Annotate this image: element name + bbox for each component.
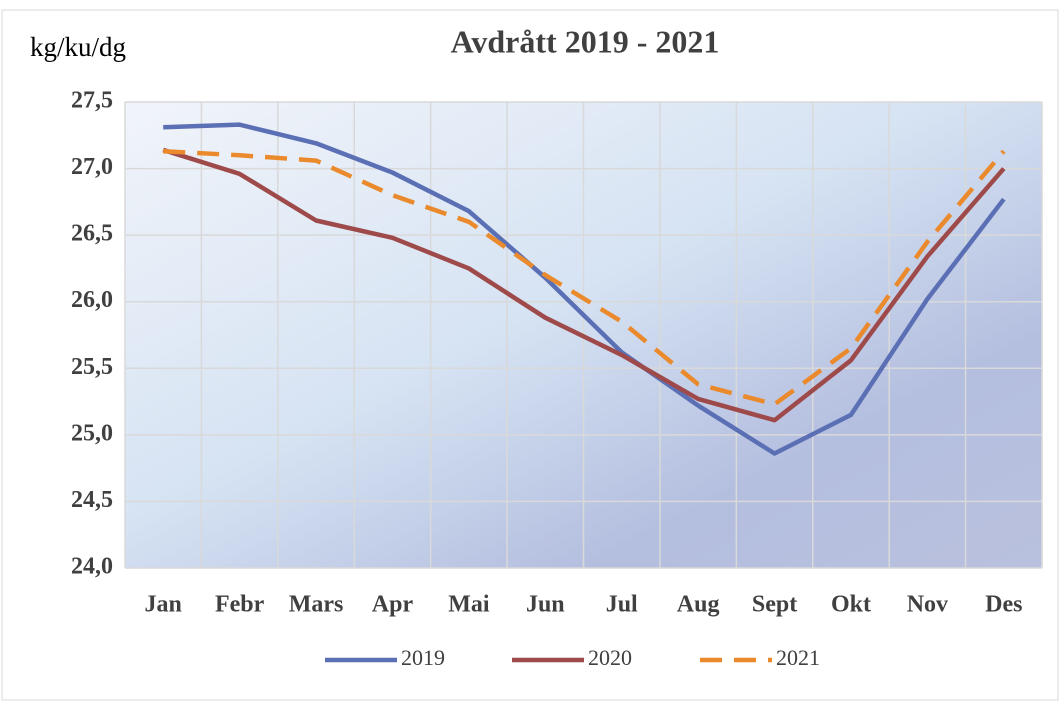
legend-label: 2021 xyxy=(776,645,820,670)
x-tick-label: Jul xyxy=(606,592,638,618)
chart-title: Avdrått 2019 - 2021 xyxy=(451,23,720,59)
x-tick-label: Febr xyxy=(215,592,265,618)
x-tick-label: Mars xyxy=(289,592,344,618)
x-tick-label: Okt xyxy=(831,592,871,618)
series-line xyxy=(163,149,1006,407)
x-tick-label: Mai xyxy=(448,592,490,618)
series-line xyxy=(162,147,1006,423)
y-tick-label: 26,0 xyxy=(71,287,113,313)
y-tick-label: 25,5 xyxy=(71,354,113,380)
chart-border xyxy=(1,9,1059,701)
series-line xyxy=(163,122,1006,456)
y-axis-title: kg/ku/dg xyxy=(30,32,126,62)
y-tick-label: 27,5 xyxy=(71,88,113,114)
y-tick-label: 27,0 xyxy=(71,154,113,180)
x-tick-label: Des xyxy=(985,592,1022,618)
y-tick-label: 24,0 xyxy=(71,554,113,580)
y-tick-label: 24,5 xyxy=(71,487,113,513)
x-tick-label: Aug xyxy=(677,592,720,618)
y-tick-label: 26,5 xyxy=(71,221,113,247)
y-tick-label: 25,0 xyxy=(71,420,113,446)
x-tick-label: Apr xyxy=(372,592,414,618)
x-tick-label: Sept xyxy=(752,592,797,618)
legend-label: 2020 xyxy=(588,645,632,670)
legend-label: 2019 xyxy=(401,645,445,670)
x-tick-label: Jun xyxy=(526,592,565,618)
x-tick-label: Jan xyxy=(145,592,182,618)
x-tick-label: Nov xyxy=(907,592,948,618)
